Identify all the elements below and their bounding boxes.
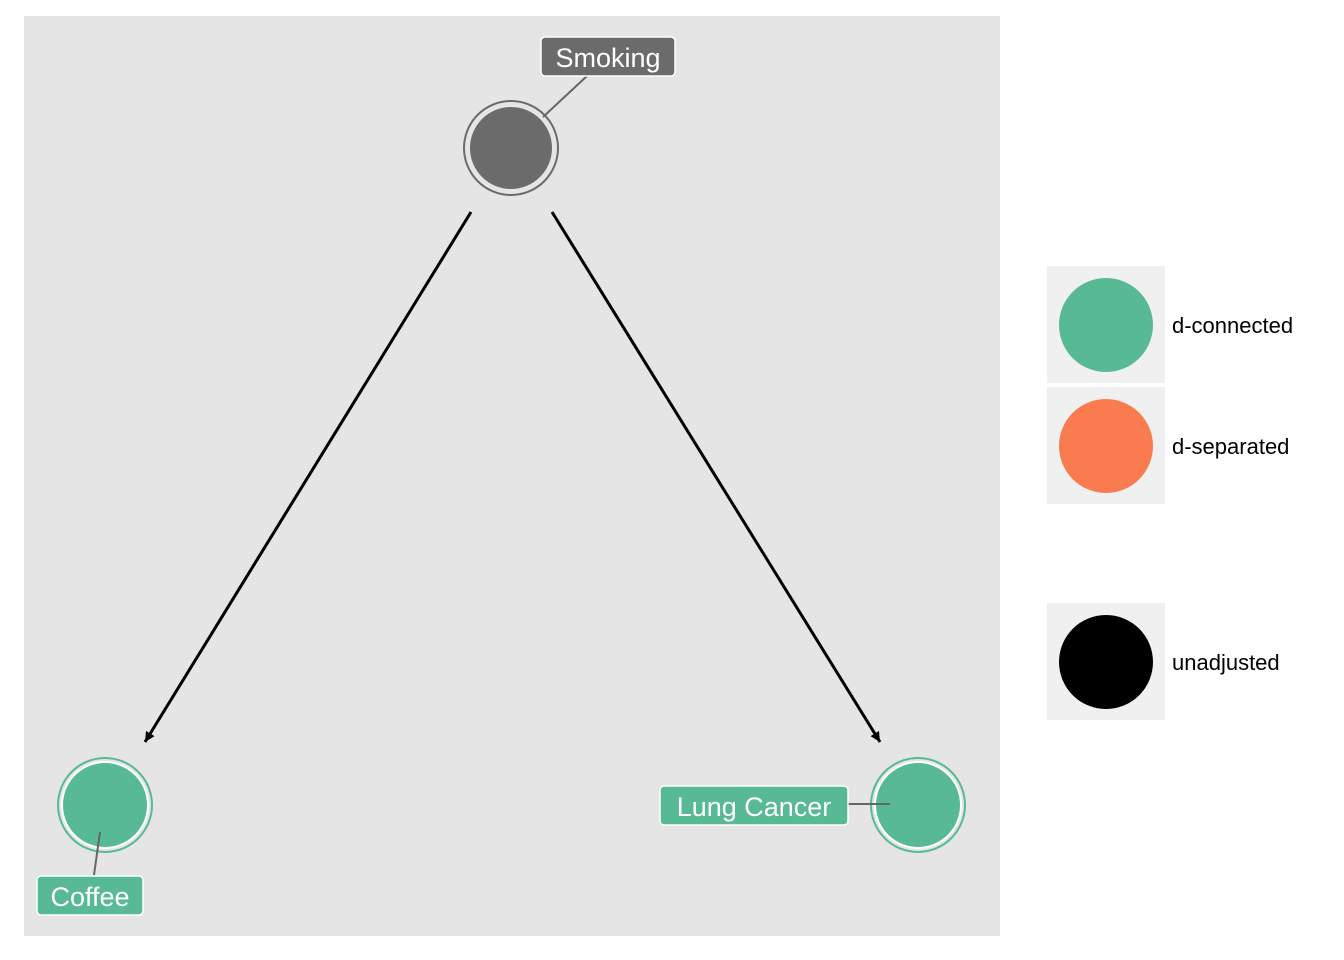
node-smoking-ring bbox=[463, 100, 559, 196]
node-coffee-circle bbox=[61, 761, 149, 849]
node-coffee-ring bbox=[57, 757, 153, 853]
node-lung-cancer-label-box bbox=[659, 785, 849, 826]
edge-smoking-coffee bbox=[143, 211, 473, 743]
legend-swatch-unadjusted bbox=[1059, 615, 1153, 709]
label-connector-smoking bbox=[542, 75, 588, 118]
legend-label-d-separated: d-separated bbox=[1172, 434, 1289, 459]
node-coffee-label: Coffee bbox=[50, 882, 129, 912]
node-smoking-label-box bbox=[540, 36, 676, 77]
legend-item-unadjusted: unadjusted bbox=[1047, 603, 1280, 720]
node-lung-cancer-label: Lung Cancer bbox=[677, 792, 832, 822]
node-smoking-circle bbox=[470, 107, 552, 189]
edge-smoking-lung-cancer bbox=[550, 211, 882, 743]
node-coffee-label-box bbox=[36, 875, 144, 916]
legend-swatch-d-connected bbox=[1059, 278, 1153, 372]
legend-label-unadjusted: unadjusted bbox=[1172, 650, 1280, 675]
node-smoking-label: Smoking bbox=[555, 43, 660, 73]
node-smoking[interactable]: Smoking bbox=[463, 36, 676, 196]
node-lung-cancer[interactable]: Lung Cancer bbox=[659, 757, 966, 853]
legend-item-d-connected: d-connected bbox=[1047, 266, 1293, 383]
node-coffee[interactable]: Coffee bbox=[36, 757, 153, 916]
legend-label-d-connected: d-connected bbox=[1172, 313, 1293, 338]
legend-swatch-d-separated bbox=[1059, 399, 1153, 493]
legend-adjusted: unadjusted bbox=[1047, 603, 1280, 720]
legend-status: d-connected d-separated bbox=[1047, 266, 1293, 504]
label-connector-coffee bbox=[93, 831, 101, 876]
legend-item-d-separated: d-separated bbox=[1047, 387, 1289, 504]
